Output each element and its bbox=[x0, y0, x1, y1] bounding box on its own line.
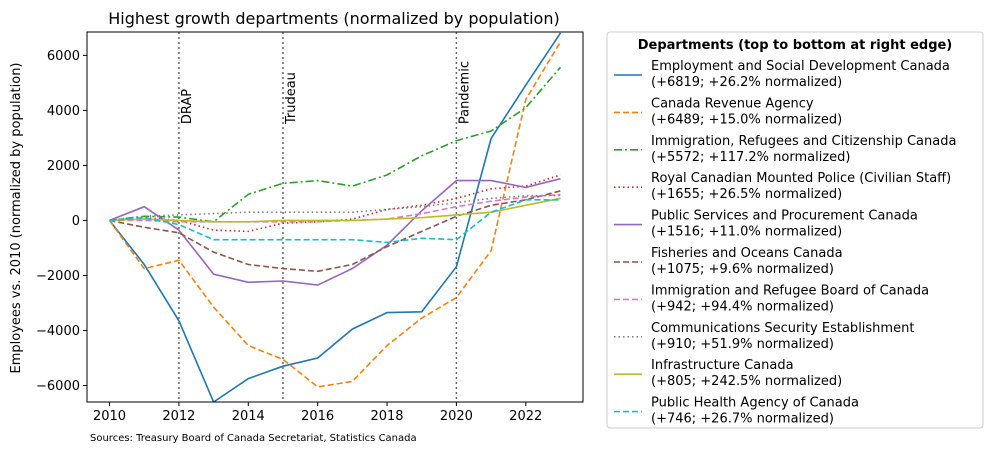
legend-label: Employment and Social Development Canada bbox=[651, 59, 950, 74]
series-line bbox=[109, 190, 561, 273]
chart-title: Highest growth departments (normalized b… bbox=[108, 9, 559, 28]
legend-detail: (+942; +94.4% normalized) bbox=[651, 299, 834, 314]
axes-frame bbox=[86, 31, 584, 403]
series-line bbox=[108, 41, 562, 388]
series-line bbox=[109, 194, 561, 222]
legend-label: Communications Security Establishment bbox=[651, 321, 914, 336]
legend-label: Immigration and Refugee Board of Canada bbox=[651, 283, 929, 298]
y-tick-label: 6000 bbox=[47, 49, 80, 64]
y-tick-label: −6000 bbox=[36, 379, 80, 394]
legend-label: Fisheries and Oceans Canada bbox=[651, 246, 843, 261]
legend-detail: (+1655; +26.5% normalized) bbox=[651, 187, 842, 202]
series-line bbox=[109, 66, 562, 223]
legend-detail: (+746; +26.7% normalized) bbox=[651, 412, 834, 427]
x-tick-label: 2012 bbox=[162, 409, 195, 424]
y-tick-label: 2000 bbox=[47, 159, 80, 174]
event-label: Trudeau bbox=[284, 72, 299, 125]
y-tick-label: 0 bbox=[72, 214, 80, 229]
y-tick-label: 4000 bbox=[47, 104, 80, 119]
series-line bbox=[108, 32, 562, 402]
legend-label: Infrastructure Canada bbox=[651, 358, 794, 373]
source-note: Sources: Treasury Board of Canada Secret… bbox=[90, 433, 417, 444]
legend-label: Public Services and Procurement Canada bbox=[651, 209, 918, 224]
series-line bbox=[109, 174, 561, 233]
legend-detail: (+805; +242.5% normalized) bbox=[651, 374, 842, 389]
y-tick-label: −2000 bbox=[36, 269, 80, 284]
legend-detail: (+910; +51.9% normalized) bbox=[651, 337, 834, 352]
legend-label: Immigration, Refugees and Citizenship Ca… bbox=[651, 134, 956, 149]
x-tick-label: 2022 bbox=[509, 409, 542, 424]
plot-area: DRAP Trudeau Pandemic 2010 2012 2014 2016 2018 2… bbox=[36, 31, 584, 424]
y-tick-label: −4000 bbox=[36, 324, 80, 339]
legend-detail: (+1516; +11.0% normalized) bbox=[651, 225, 842, 240]
legend-frame bbox=[606, 31, 984, 429]
x-tick-label: 2010 bbox=[93, 409, 126, 424]
x-tick-label: 2020 bbox=[440, 409, 473, 424]
legend-label: Canada Revenue Agency bbox=[651, 96, 814, 111]
legend: Departments (top to bottom at right edge… bbox=[606, 31, 984, 429]
legend-label: Public Health Agency of Canada bbox=[651, 396, 859, 411]
event-label: Pandemic bbox=[457, 61, 472, 124]
legend-detail: (+1075; +9.6% normalized) bbox=[651, 262, 834, 277]
series-line bbox=[109, 177, 561, 286]
y-axis-label: Employees vs. 2010 (normalized by popula… bbox=[9, 62, 24, 373]
legend-title: Departments (top to bottom at right edge… bbox=[638, 38, 953, 53]
x-tick-label: 2016 bbox=[301, 409, 334, 424]
series-line bbox=[109, 197, 561, 223]
x-tick-label: 2014 bbox=[232, 409, 265, 424]
event-label: DRAP bbox=[180, 89, 195, 124]
x-tick-label: 2018 bbox=[370, 409, 403, 424]
series-line bbox=[109, 198, 561, 244]
legend-detail: (+6489; +15.0% normalized) bbox=[651, 112, 842, 127]
legend-label: Royal Canadian Mounted Police (Civilian … bbox=[651, 171, 951, 186]
legend-detail: (+5572; +117.2% normalized) bbox=[651, 150, 850, 165]
legend-detail: (+6819; +26.2% normalized) bbox=[651, 75, 842, 90]
